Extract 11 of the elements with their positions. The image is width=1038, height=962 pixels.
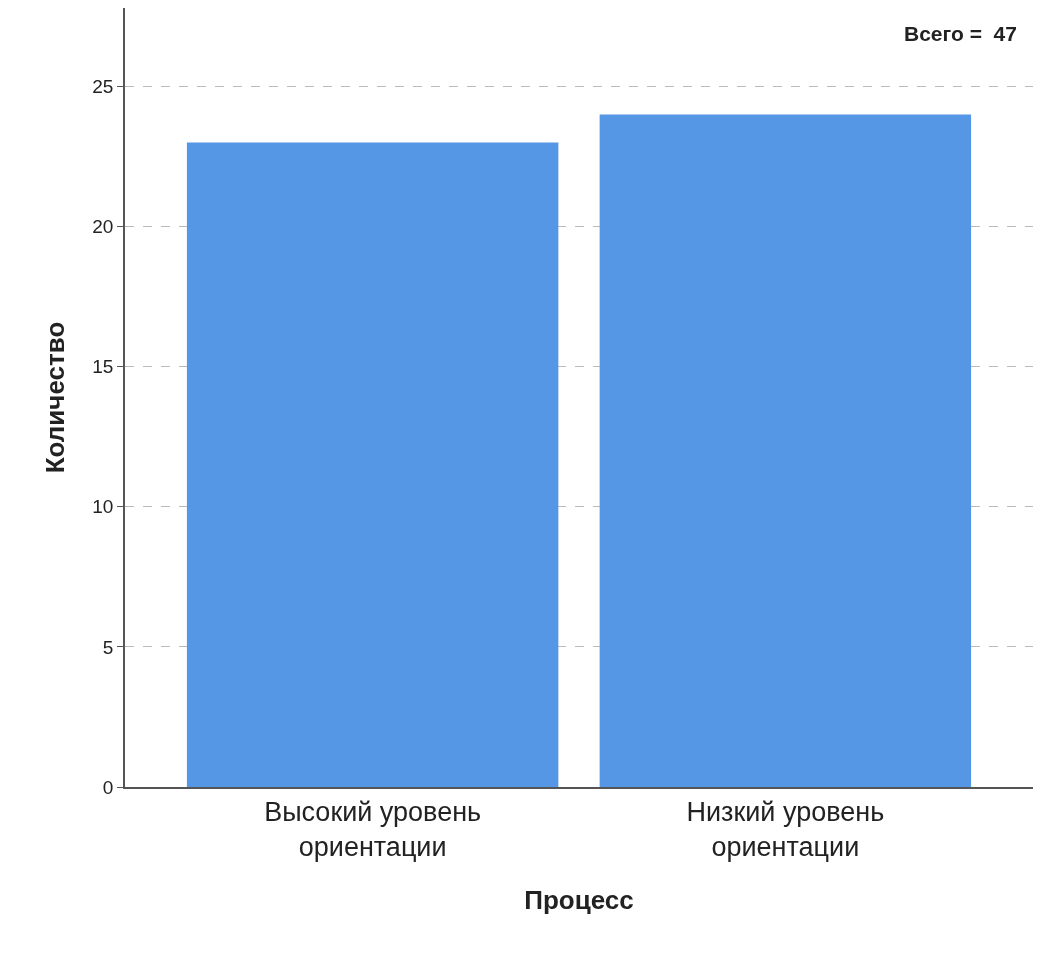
y-axis-title: Количество (40, 321, 71, 474)
y-tick-label: 20 (92, 216, 114, 238)
y-tick-label: 25 (92, 76, 114, 98)
x-tick-label: Высокий уровень ориентации (264, 797, 482, 863)
x-axis-title: Процесс (524, 885, 634, 916)
y-tick-label: 15 (92, 356, 114, 378)
y-tick-label: 5 (102, 636, 114, 658)
y-tick-label: 0 (102, 776, 114, 798)
annotation: Всего = 47 (904, 22, 1017, 45)
y-tick-label: 10 (92, 496, 114, 518)
x-tick-label: Низкий уровень ориентации (686, 797, 885, 863)
